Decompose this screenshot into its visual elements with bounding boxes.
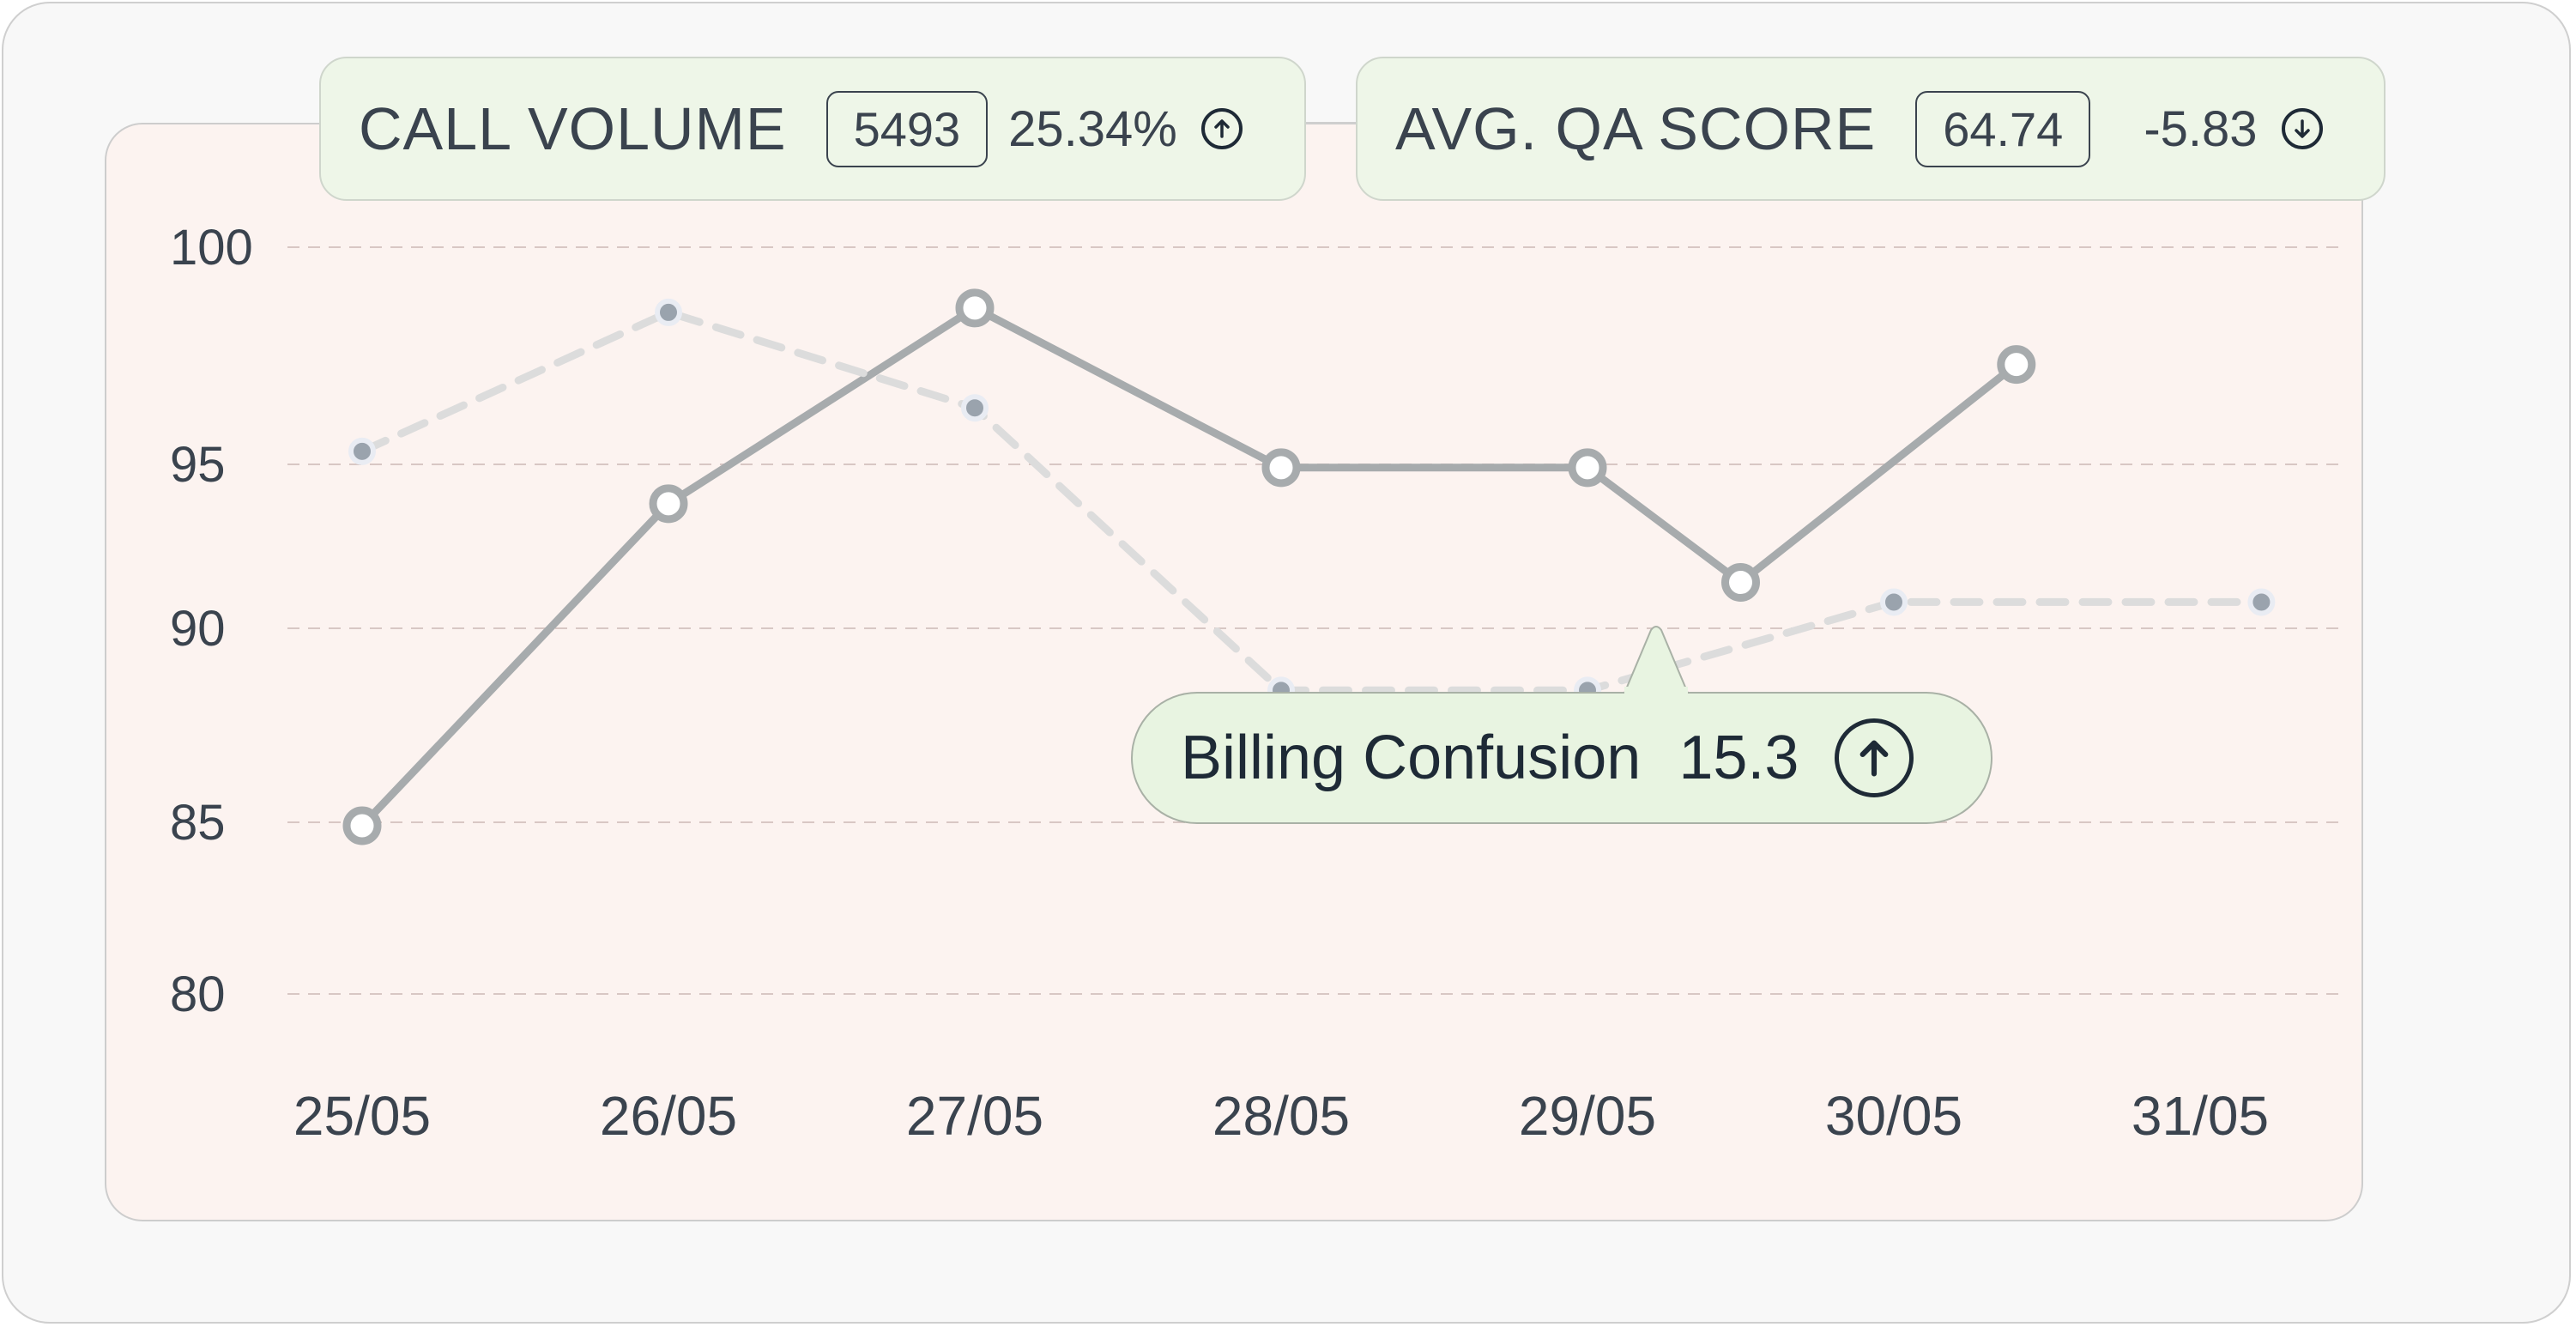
x-tick-label: 28/05 <box>1212 1085 1350 1147</box>
kpi-qa-score-value: 64.74 <box>1915 90 2091 167</box>
tooltip-pointer <box>1622 626 1690 695</box>
series-group <box>342 288 2276 845</box>
data-point-solid[interactable] <box>955 288 995 328</box>
data-point-dashed[interactable] <box>348 437 376 465</box>
data-point-dashed[interactable] <box>2247 588 2276 616</box>
y-tick-label: 95 <box>170 437 226 493</box>
x-tick-label: 26/05 <box>600 1085 737 1147</box>
tooltip-billing-confusion[interactable]: Billing Confusion 15.3 <box>1131 692 1992 824</box>
x-axis-ticks: 25/05 26/05 27/05 28/05 29/05 30/05 31/05 <box>293 1085 2269 1147</box>
kpi-qa-score-label: AVG. QA SCORE <box>1395 95 1877 162</box>
arrow-up-circle-icon <box>1200 108 1243 149</box>
data-point-solid[interactable] <box>649 484 688 524</box>
y-tick-label: 100 <box>170 220 253 276</box>
arrow-up-circle-icon <box>1835 718 1914 797</box>
data-point-solid[interactable] <box>342 806 382 845</box>
arrow-down-circle-icon <box>2281 108 2323 149</box>
kpi-qa-score[interactable]: AVG. QA SCORE 64.74 -5.83 <box>1356 57 2386 201</box>
kpi-call-volume[interactable]: CALL VOLUME 5493 25.34% <box>319 57 1306 201</box>
tooltip-label: Billing Confusion <box>1181 724 1642 792</box>
data-point-solid[interactable] <box>1568 448 1607 488</box>
data-point-dashed[interactable] <box>961 394 989 422</box>
tooltip-value: 15.3 <box>1678 724 1799 792</box>
data-point-dashed[interactable] <box>655 298 682 326</box>
x-tick-label: 25/05 <box>293 1085 431 1147</box>
data-point-solid[interactable] <box>1721 563 1760 603</box>
data-point-solid[interactable] <box>1261 448 1301 488</box>
x-tick-label: 31/05 <box>2132 1085 2269 1147</box>
x-tick-label: 29/05 <box>1519 1085 1656 1147</box>
data-point-dashed[interactable] <box>1880 588 1908 616</box>
chart-card <box>105 123 2363 1221</box>
kpi-connector <box>1304 122 1358 124</box>
y-tick-label: 85 <box>170 795 226 851</box>
y-tick-label: 80 <box>170 966 226 1022</box>
y-tick-label: 90 <box>170 601 226 657</box>
data-point-solid[interactable] <box>1997 345 2036 385</box>
kpi-call-volume-value: 5493 <box>825 90 989 167</box>
x-tick-label: 30/05 <box>1825 1085 1962 1147</box>
y-axis-ticks: 80 85 90 95 100 <box>170 220 253 1022</box>
x-tick-label: 27/05 <box>906 1085 1043 1147</box>
kpi-qa-score-change: -5.83 <box>2144 100 2258 157</box>
series-line-dashed <box>358 308 2265 694</box>
kpi-call-volume-label: CALL VOLUME <box>359 95 787 162</box>
kpi-call-volume-change: 25.34% <box>1008 100 1177 157</box>
